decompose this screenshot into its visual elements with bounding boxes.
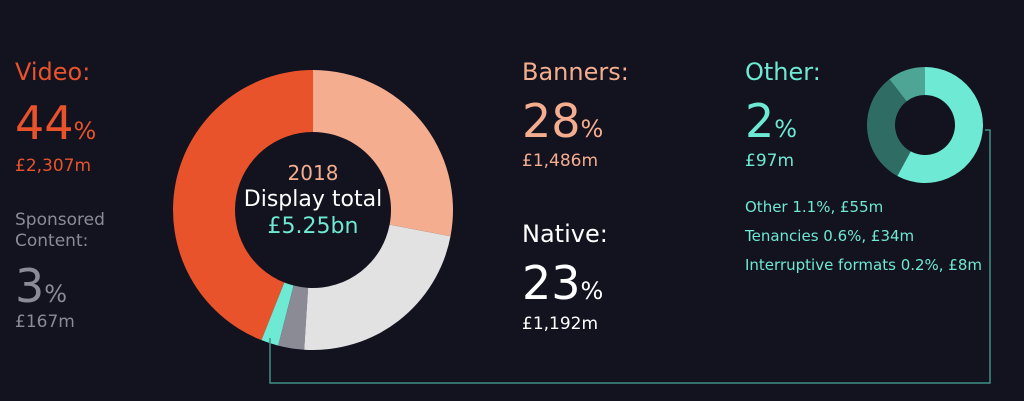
center-year: 2018 [287,161,339,185]
value: 2 [745,94,775,148]
label: Native: [522,220,608,248]
value: 44 [15,96,74,150]
donut-segment [867,79,911,177]
unit: % [580,277,604,305]
breakdown-label: Interruptive formats 0.2%, £8m [745,256,983,274]
unit: % [73,117,97,145]
amount: £1,192m [522,314,599,334]
donut-segment [278,285,309,350]
amount: £167m [15,312,75,332]
donut-segment [304,224,451,351]
percent: 2% [745,98,797,144]
unit: % [44,280,68,308]
percent: 28% [522,98,603,144]
connector [269,129,991,384]
donut-segment [897,67,984,183]
breakdown-label: Tenancies 0.6%, £34m [745,227,915,245]
label: Video: [15,58,91,86]
label: Banners: [522,58,629,86]
value: 28 [522,94,581,148]
value: 23 [522,256,581,310]
amount: £97m [745,151,795,171]
percent: 23% [522,260,603,306]
value: 3 [15,259,45,313]
unit: % [774,115,798,143]
label: Sponsored Content: [15,210,105,252]
label: Other: [745,58,821,86]
percent: 44% [15,100,96,146]
donut-segment [172,70,313,341]
donut-segment [889,67,925,102]
center-label: Display total [243,187,383,212]
percent: 3% [15,263,67,309]
donut-segment [261,282,294,346]
center-total: £5.25bn [267,214,359,239]
amount: £1,486m [522,151,599,171]
breakdown-label: Other 1.1%, £55m [745,198,884,216]
donut-segment [313,70,453,237]
unit: % [580,115,604,143]
amount: £2,307m [15,156,92,176]
